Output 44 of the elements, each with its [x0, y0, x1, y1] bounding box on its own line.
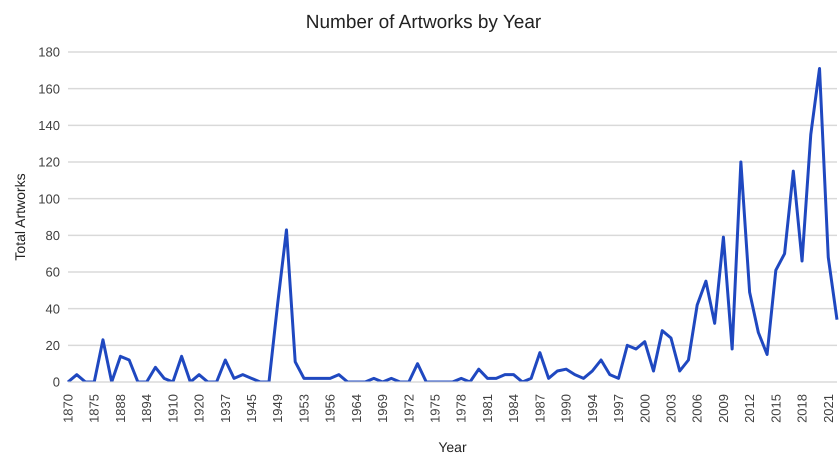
- x-tick-label: 2009: [716, 394, 731, 423]
- x-tick-label: 1964: [348, 394, 364, 423]
- x-tick-label: 1875: [86, 394, 102, 423]
- y-tick-label: 120: [38, 154, 60, 170]
- x-tick-label: 1981: [480, 394, 495, 423]
- x-tick-label: 1997: [611, 394, 626, 423]
- y-tick-label: 40: [46, 301, 60, 316]
- y-tick-label: 100: [38, 191, 60, 206]
- x-tick-label: 1870: [60, 394, 76, 423]
- y-tick-label: 60: [46, 264, 60, 280]
- x-tick-label: 1949: [270, 394, 286, 423]
- x-tick-label: 1956: [322, 394, 338, 423]
- y-tick-label: 80: [46, 228, 60, 243]
- x-tick-label: 1945: [244, 394, 260, 423]
- x-tick-label: 2000: [637, 394, 652, 423]
- x-tick-label: 2003: [663, 394, 678, 423]
- x-tick-label: 2021: [820, 394, 836, 423]
- x-tick-label: 1920: [192, 394, 207, 423]
- x-tick-label: 1894: [139, 394, 154, 423]
- x-tick-label: 2012: [742, 394, 758, 423]
- x-tick-label: 1953: [296, 394, 312, 423]
- x-tick-label: 1975: [428, 394, 443, 423]
- x-tick-label: 1969: [375, 394, 390, 423]
- chart-title: Number of Artworks by Year: [304, 12, 542, 34]
- x-tick-label: 1987: [532, 394, 548, 423]
- y-tick-label: 180: [38, 44, 60, 60]
- x-tick-label: 1984: [506, 394, 522, 423]
- x-tick-label: 1937: [218, 394, 233, 423]
- y-tick-label: 140: [38, 118, 60, 133]
- x-tick-label: 1990: [558, 394, 574, 423]
- x-axis-title: Year: [438, 439, 467, 455]
- y-tick-label: 0: [52, 374, 60, 390]
- x-tick-label: 1994: [584, 394, 600, 423]
- y-tick-label: 20: [46, 338, 60, 353]
- y-tick-label: 160: [38, 81, 60, 96]
- y-axis-title: Total Artworks: [12, 173, 28, 261]
- x-tick-label: 2006: [690, 394, 705, 423]
- x-tick-label: 1972: [401, 394, 416, 423]
- x-tick-label: 2015: [768, 394, 784, 423]
- x-tick-label: 1888: [112, 394, 128, 423]
- x-tick-label: 2018: [794, 394, 810, 423]
- line-series: [66, 67, 838, 382]
- x-tick-label: 1910: [165, 394, 180, 423]
- x-tick-label: 1978: [454, 394, 469, 423]
